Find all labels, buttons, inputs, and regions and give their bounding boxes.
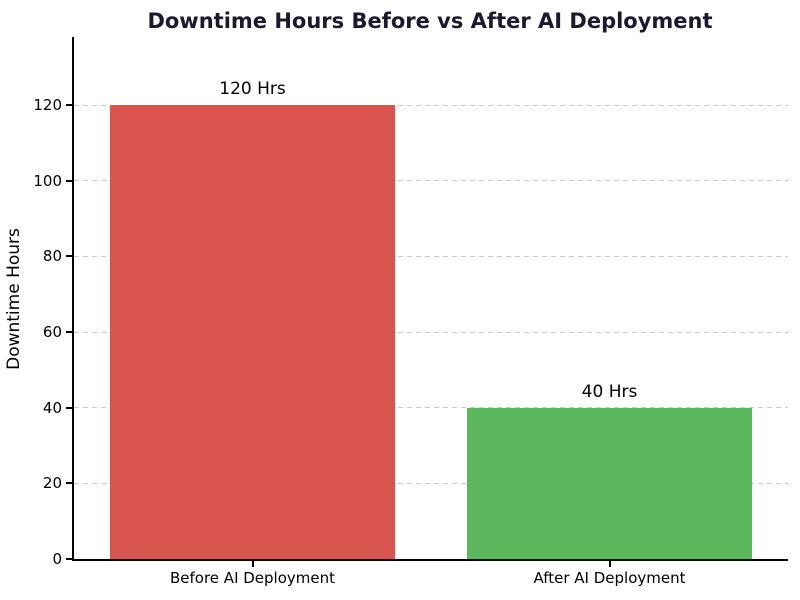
gridline [74,255,788,257]
x-tick-label: After AI Deployment [533,569,686,587]
y-tick-mark [66,179,72,182]
y-tick-mark [66,331,72,334]
y-tick-mark [66,406,72,409]
gridline [74,180,788,182]
x-tick-mark [608,561,611,567]
gridline [74,104,788,106]
y-tick-label: 40 [42,398,62,417]
gridline [74,482,788,484]
y-tick-label: 80 [42,247,62,266]
y-tick-label: 20 [42,474,62,493]
y-tick-label: 60 [42,323,62,342]
x-tick-mark [251,561,254,567]
y-tick-mark [66,255,72,258]
x-tick-label: Before AI Deployment [169,569,336,587]
y-tick-mark [66,482,72,485]
y-tick-mark [66,558,72,560]
y-tick-label: 100 [33,171,62,190]
bar [466,407,753,559]
plot-area: 0 20 40 60 80 100 120 120 Hrs Before AI Deployme… [33,37,788,587]
y-tick-label: 0 [52,550,62,568]
y-tick-mark [66,104,72,107]
gridline [74,331,788,333]
bar-value-label: 120 Hrs [219,79,286,100]
chart-title: Downtime Hours Before vs After AI Deploy… [147,9,713,33]
y-axis-label: Downtime Hours [4,228,24,370]
bar-value-label: 40 Hrs [581,381,638,402]
bar [109,105,396,559]
gridline [74,407,788,409]
y-tick-label: 120 [33,96,62,115]
